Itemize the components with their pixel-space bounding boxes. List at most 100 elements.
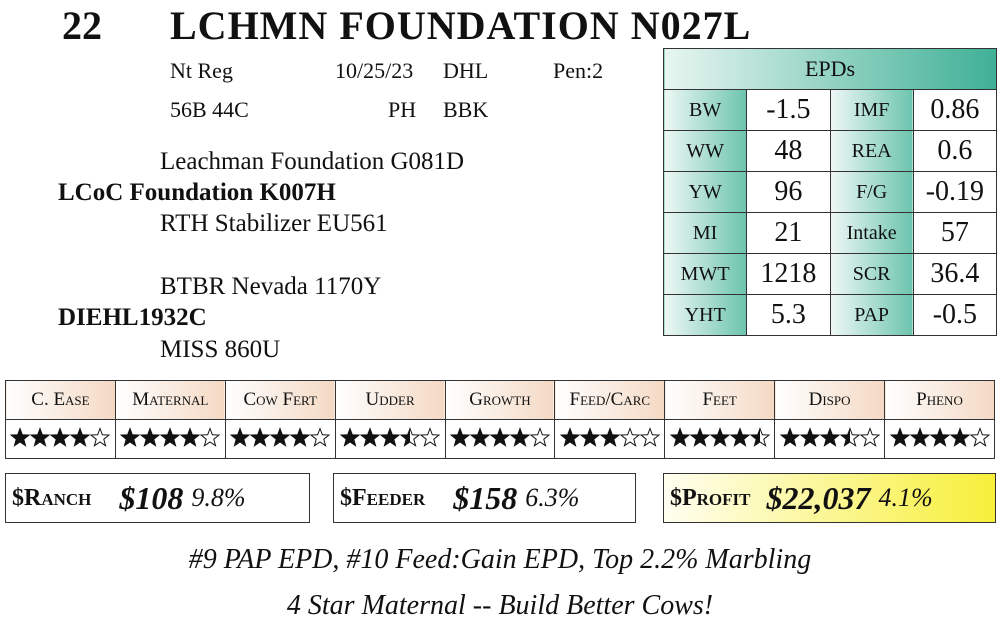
star [859, 426, 880, 447]
index-label: $Feeder [340, 484, 426, 511]
index-box: $Ranch $108 9.8% [5, 473, 310, 523]
stars [229, 426, 331, 447]
rating-label: Feed/Carc [554, 380, 666, 420]
index-value: $158 [453, 479, 518, 516]
epd-value: -0.5 [912, 294, 998, 336]
star [619, 426, 641, 447]
star [159, 426, 181, 447]
epd-label: Intake [829, 212, 914, 254]
info: Pen:2 [553, 58, 604, 83]
info: BBK [443, 97, 489, 122]
epd-label: PAP [829, 294, 914, 336]
rating-label: Udder [334, 380, 446, 420]
star [50, 426, 71, 447]
index-box: $Profit $22,037 4.1% [663, 473, 996, 523]
rating-stars [114, 419, 226, 459]
epd-label: YHT [662, 294, 748, 336]
epd-row: WW 48 REA 0.6 [662, 130, 998, 172]
epd-label: SCR [829, 253, 914, 295]
rating-stars [554, 419, 666, 459]
star [559, 426, 581, 447]
footer-line: 4 Star Maternal -- Build Better Cows! [286, 590, 714, 621]
footer-line: #9 PAP EPD, #10 Feed:Gain EPD, Top 2.2% … [188, 544, 812, 575]
pedigree: BTBR Nevada 1170Y [160, 273, 382, 300]
star [489, 426, 511, 447]
star [30, 426, 51, 447]
epd-label: IMF [829, 89, 914, 131]
epd-label: F/G [829, 171, 914, 213]
index-percent: 4.1% [878, 483, 933, 512]
star [689, 426, 711, 447]
star [839, 426, 860, 447]
star [889, 426, 910, 447]
stars [779, 426, 880, 447]
epd-value: 48 [746, 130, 831, 172]
star [779, 426, 800, 447]
rating-label: Pheno [884, 380, 995, 420]
index-label: $Profit [670, 484, 751, 511]
info: 10/25/23 [335, 58, 414, 83]
star [249, 426, 271, 447]
star [799, 426, 820, 447]
rating-stars [334, 419, 446, 459]
epd-label: MI [662, 212, 748, 254]
epd-label: MWT [662, 253, 748, 295]
star [339, 426, 361, 447]
star [469, 426, 491, 447]
epd-row: MWT 1218 SCR 36.4 [662, 253, 998, 295]
stars [889, 426, 990, 447]
rating-label: Dispo [774, 380, 885, 420]
star [289, 426, 311, 447]
star [929, 426, 950, 447]
animal-name: LCHMN FOUNDATION N027L [170, 3, 752, 48]
rating-stars [5, 419, 116, 459]
index-percent: 6.3% [525, 483, 580, 512]
star [969, 426, 990, 447]
epd-value: 0.86 [912, 89, 998, 131]
info: 56B 44C [170, 97, 249, 122]
epd-label: WW [662, 130, 748, 172]
star [139, 426, 161, 447]
epd-value: -1.5 [746, 89, 831, 131]
pedigree-dam: DIEHL1932C [58, 304, 207, 331]
star [599, 426, 621, 447]
star [529, 426, 551, 447]
star [709, 426, 731, 447]
info: DHL [443, 58, 489, 83]
epd-row: YW 96 F/G -0.19 [662, 171, 998, 213]
epd-row: MI 21 Intake 57 [662, 212, 998, 254]
rating-label: Growth [444, 380, 556, 420]
epd-value: 5.3 [746, 294, 831, 336]
star [639, 426, 661, 447]
stars [559, 426, 661, 447]
star [449, 426, 471, 447]
index-label: $Ranch [12, 484, 92, 511]
epd-title: EPDs [663, 48, 997, 90]
info: Nt Reg [170, 58, 233, 83]
rating-stars [444, 419, 556, 459]
pedigree: Leachman Foundation G081D [160, 148, 465, 175]
lot-number: 22 [62, 3, 102, 48]
rating-stars [884, 419, 995, 459]
epd-label: BW [662, 89, 748, 131]
epd-label: YW [662, 171, 748, 213]
rating-stars [224, 419, 336, 459]
pedigree: MISS 860U [160, 336, 281, 363]
star [199, 426, 221, 447]
index-value: $22,037 [766, 479, 871, 516]
star [10, 426, 31, 447]
star [579, 426, 601, 447]
stars [119, 426, 221, 447]
star [669, 426, 691, 447]
star [819, 426, 840, 447]
star [749, 426, 771, 447]
rating-stars [774, 419, 885, 459]
stars [669, 426, 771, 447]
epd-value: 36.4 [912, 253, 998, 295]
star [90, 426, 111, 447]
star [909, 426, 930, 447]
rating-label: C. Ease [5, 380, 116, 420]
rating-label: Maternal [114, 380, 226, 420]
pedigree-sire: LCoC Foundation K007H [58, 179, 336, 206]
star [179, 426, 201, 447]
